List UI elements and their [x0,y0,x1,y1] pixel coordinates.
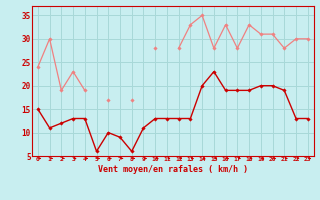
X-axis label: Vent moyen/en rafales ( km/h ): Vent moyen/en rafales ( km/h ) [98,165,248,174]
